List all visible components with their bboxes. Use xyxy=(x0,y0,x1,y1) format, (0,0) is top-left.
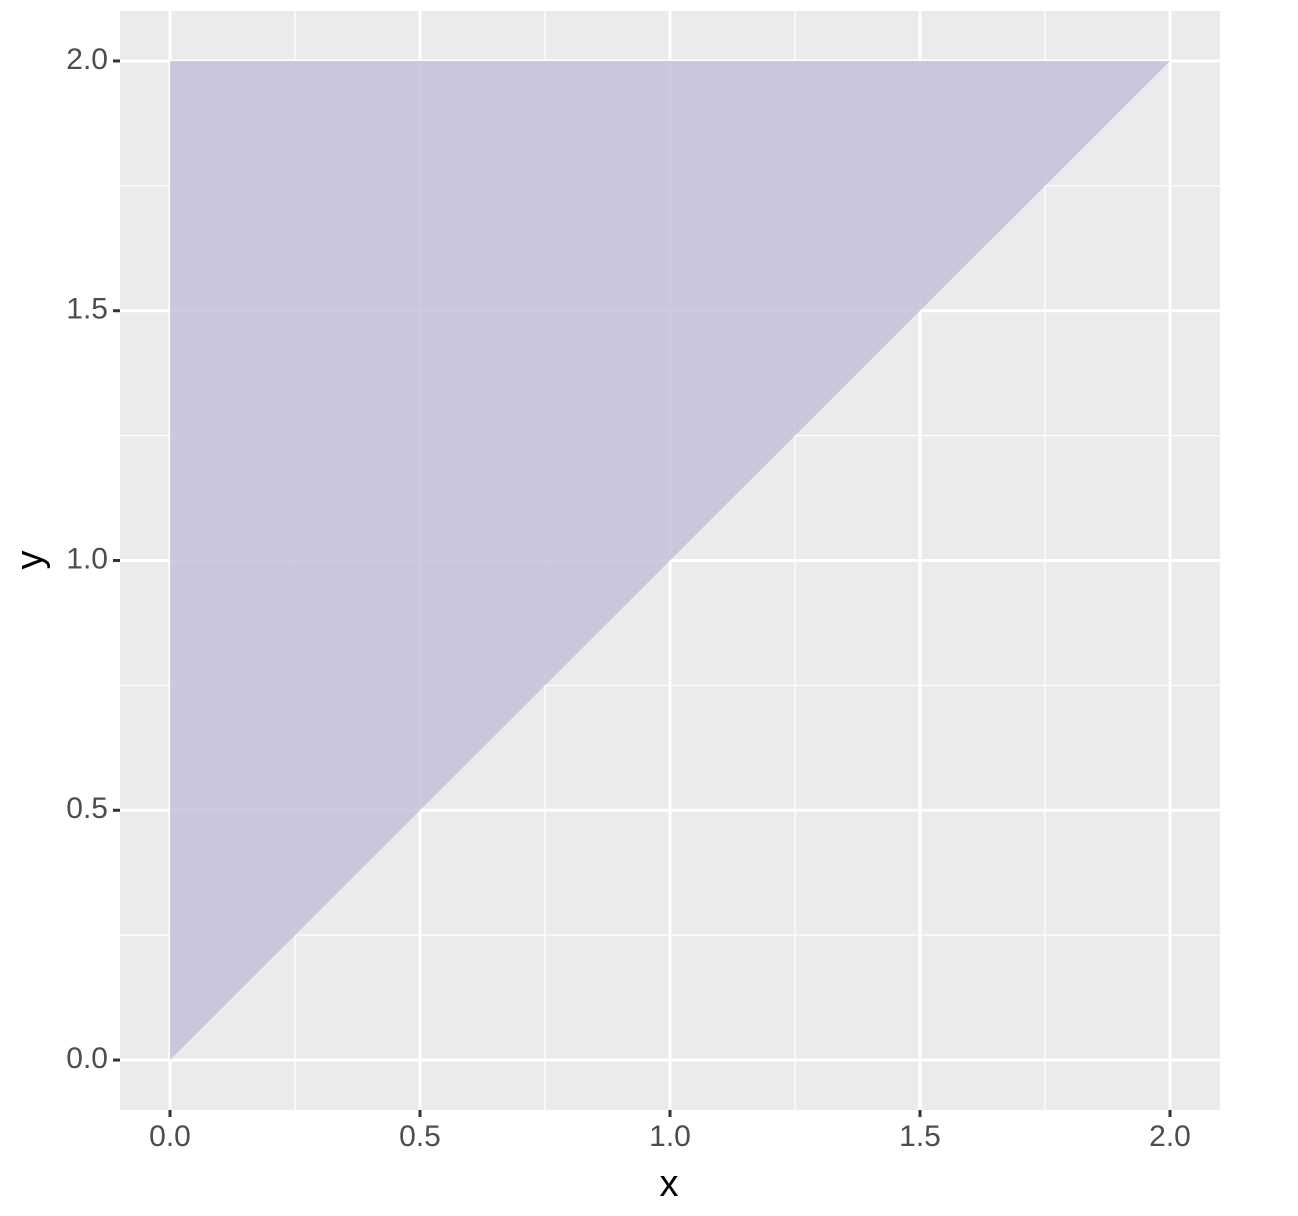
y-tick-label: 0.5 xyxy=(66,792,108,825)
y-tick-label: 1.0 xyxy=(66,542,108,575)
y-axis-title: y xyxy=(9,551,51,570)
y-tick-label: 2.0 xyxy=(66,43,108,76)
x-tick-label: 0.0 xyxy=(149,1120,191,1153)
y-tick-label: 1.5 xyxy=(66,293,108,326)
x-tick-label: 0.5 xyxy=(399,1120,441,1153)
y-tick-label: 0.0 xyxy=(66,1042,108,1075)
x-axis-title: x xyxy=(660,1163,679,1205)
x-tick-label: 1.5 xyxy=(899,1120,941,1153)
x-tick-label: 2.0 xyxy=(1149,1120,1191,1153)
x-tick-label: 1.0 xyxy=(649,1120,691,1153)
area xyxy=(170,60,1170,1061)
